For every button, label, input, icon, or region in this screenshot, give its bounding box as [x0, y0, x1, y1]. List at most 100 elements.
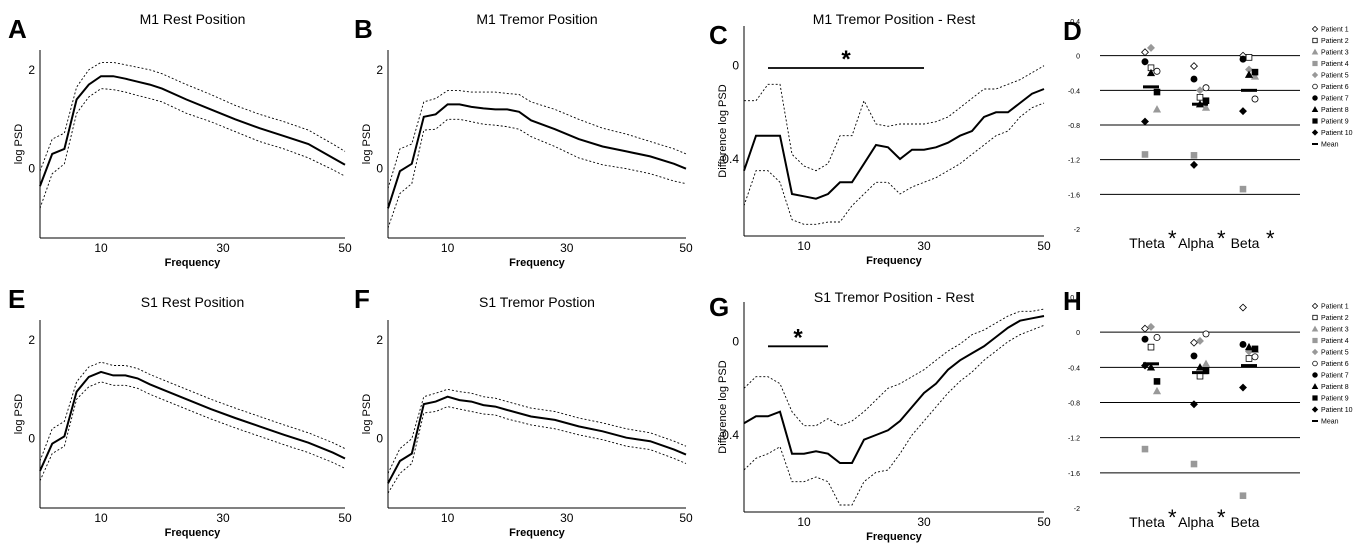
panel-letter-a: A	[8, 14, 27, 44]
x-axis-label-c: Frequency	[866, 255, 923, 267]
panel-letter-f: F	[354, 284, 370, 314]
x-tick-label-f: 10	[441, 511, 455, 525]
legend-marker-h	[1312, 360, 1318, 367]
significance-star-c: *	[841, 46, 851, 73]
panel-letter-d: D	[1063, 16, 1082, 46]
significance-star-h: *	[1217, 505, 1226, 530]
legend-label-d: Patient 6	[1321, 84, 1349, 91]
y-tick-label-c: 0	[732, 59, 739, 73]
y-tick-label-d: -1.6	[1068, 192, 1080, 199]
data-point-h	[1141, 324, 1149, 333]
legend-marker-d	[1311, 71, 1319, 79]
legend-marker-d	[1311, 48, 1319, 55]
data-point-d	[1153, 67, 1161, 75]
y-axis-label-b: log PSD	[361, 124, 373, 164]
data-point-h	[1147, 343, 1155, 351]
legend-marker-d	[1311, 129, 1319, 136]
series-upper-line-e	[39, 361, 346, 462]
y-tick-label-b: 0	[376, 162, 383, 176]
chart-title-f: S1 Tremor Postion	[479, 294, 595, 310]
legend-label-d: Patient 5	[1321, 73, 1349, 80]
x-tick-label-c: 10	[797, 239, 811, 253]
y-tick-label-d: -0.8	[1068, 123, 1080, 130]
data-point-d	[1245, 54, 1253, 61]
legend-marker-h	[1311, 383, 1319, 389]
data-point-d	[1141, 48, 1149, 57]
x-tick-label-g: 50	[1037, 515, 1051, 529]
legend-label-d: Mean	[1321, 142, 1339, 149]
panel-letter-h: H	[1063, 286, 1082, 316]
data-point-d	[1250, 72, 1260, 80]
x-tick-label-e: 10	[94, 511, 108, 525]
data-point-d	[1190, 152, 1198, 159]
y-axis-label-f: log PSD	[361, 394, 373, 434]
significance-star-g: *	[793, 324, 803, 351]
y-tick-label-h: 0	[1076, 330, 1080, 337]
data-point-h	[1239, 383, 1247, 392]
data-point-d	[1196, 86, 1204, 95]
x-tick-label-b: 10	[441, 241, 455, 255]
data-point-d	[1192, 102, 1208, 106]
x-tick-label-c: 30	[917, 239, 931, 253]
y-tick-label-d: 0.4	[1070, 19, 1080, 26]
data-point-d	[1152, 105, 1162, 113]
legend-marker-d	[1312, 37, 1318, 44]
data-point-d	[1141, 151, 1149, 158]
legend-marker-d	[1311, 25, 1319, 33]
data-point-h	[1141, 445, 1149, 453]
legend-marker-d	[1312, 95, 1318, 101]
data-point-h	[1143, 362, 1159, 366]
legend-marker-h	[1311, 406, 1319, 413]
y-tick-label-c: -0.4	[718, 152, 739, 166]
y-tick-label-h: -0.8	[1068, 401, 1080, 408]
y-tick-label-d: -1.2	[1068, 158, 1080, 165]
data-point-h	[1153, 378, 1161, 385]
y-tick-label-h: -0.4	[1068, 365, 1080, 372]
legend-label-h: Patient 2	[1321, 315, 1349, 322]
data-point-h	[1147, 322, 1155, 331]
y-tick-label-b: 2	[376, 63, 383, 77]
y-tick-label-a: 0	[28, 162, 35, 176]
panel-letter-e: E	[8, 284, 25, 314]
x-tick-label-a: 10	[94, 241, 108, 255]
data-point-d	[1251, 68, 1259, 76]
x-tick-label-c: 50	[1037, 239, 1051, 253]
data-point-d	[1244, 70, 1254, 78]
category-label-h: Theta	[1129, 514, 1165, 530]
data-point-d	[1241, 88, 1257, 92]
data-point-d	[1143, 85, 1159, 89]
panel-letter-g: G	[709, 292, 729, 322]
data-point-d	[1190, 75, 1198, 83]
data-point-h	[1152, 386, 1162, 395]
series-mean-line-a	[39, 75, 346, 187]
y-tick-label-d: -2	[1074, 227, 1080, 234]
data-point-h	[1141, 335, 1149, 343]
chart-title-e: S1 Rest Position	[141, 294, 245, 310]
legend-label-d: Patient 8	[1321, 107, 1349, 114]
y-tick-label-g: -0.4	[718, 428, 739, 442]
data-point-h	[1202, 330, 1210, 338]
category-label-d: Theta	[1129, 235, 1165, 251]
legend-marker-h	[1311, 348, 1319, 356]
chart-title-c: M1 Tremor Position - Rest	[813, 11, 976, 27]
data-point-h	[1239, 341, 1247, 348]
legend-marker-d	[1311, 106, 1319, 112]
data-point-h	[1146, 363, 1156, 371]
series-lower-line-c	[743, 102, 1045, 225]
legend-marker-h	[1311, 302, 1319, 310]
significance-star-h: *	[1168, 505, 1177, 530]
data-point-d	[1141, 117, 1149, 126]
data-point-d	[1239, 185, 1247, 193]
panel-letter-b: B	[354, 14, 373, 44]
data-point-h	[1190, 460, 1198, 468]
chart-title-g: S1 Tremor Position - Rest	[814, 289, 974, 305]
data-point-d	[1190, 62, 1198, 71]
significance-star-d: *	[1168, 226, 1177, 251]
x-axis-label-b: Frequency	[509, 257, 566, 269]
y-tick-label-g: 0	[732, 335, 739, 349]
significance-star-d: *	[1217, 226, 1226, 251]
y-tick-label-d: -0.4	[1068, 88, 1080, 95]
data-point-h	[1251, 353, 1259, 361]
data-point-h	[1251, 345, 1259, 353]
x-tick-label-f: 50	[679, 511, 693, 525]
